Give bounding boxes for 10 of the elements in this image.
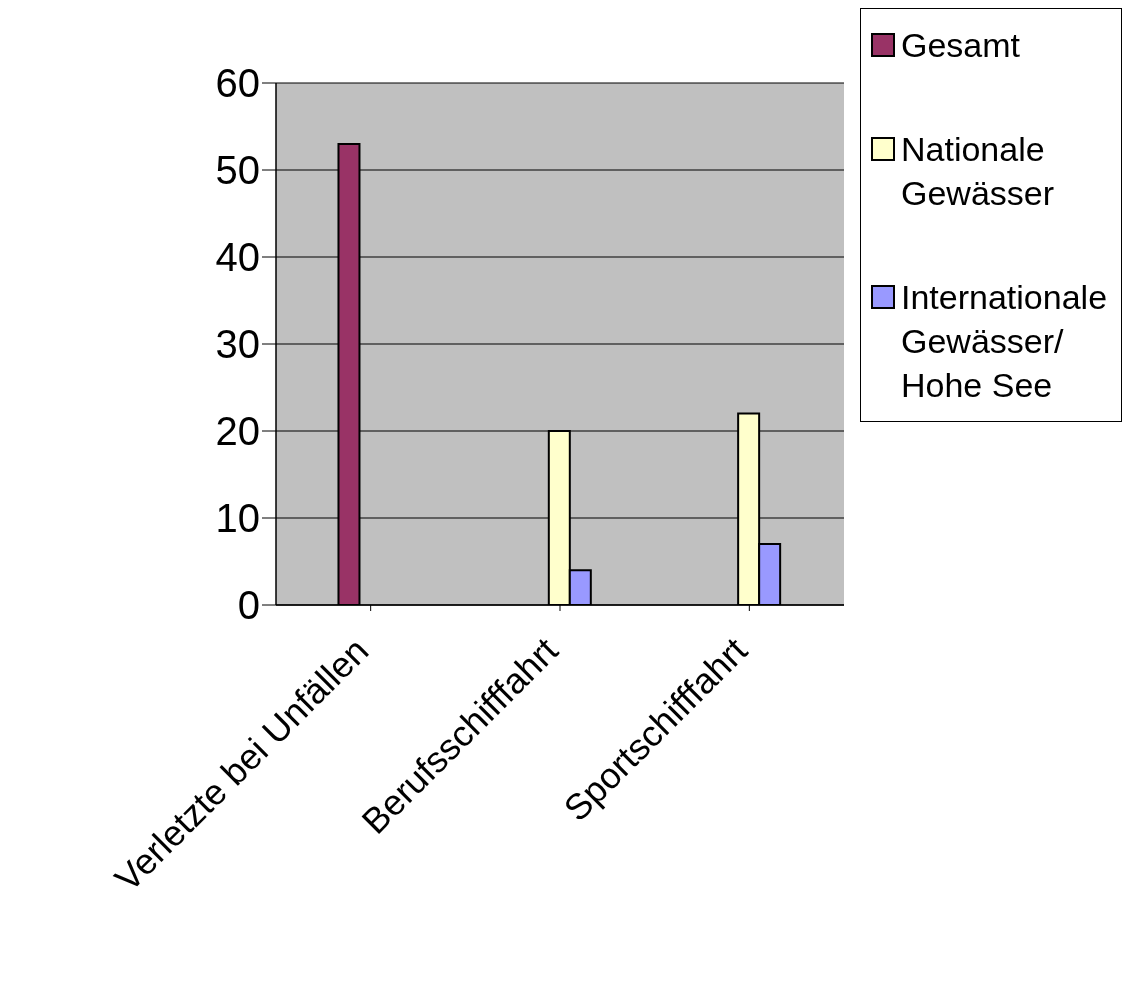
legend-label: Internationale Gewässer/ Hohe See (901, 277, 1109, 406)
y-tick-label: 50 (215, 148, 260, 193)
y-tick-label: 10 (215, 496, 260, 541)
legend-label: Nationale Gewässer (901, 129, 1056, 214)
y-tick-label: 0 (237, 583, 260, 628)
y-tick-label: 40 (215, 235, 260, 280)
y-tick-label: 60 (215, 61, 260, 106)
y-tick-label: 30 (215, 322, 260, 367)
legend-label: Gesamt (901, 25, 1021, 66)
y-tick-label: 20 (215, 409, 260, 454)
